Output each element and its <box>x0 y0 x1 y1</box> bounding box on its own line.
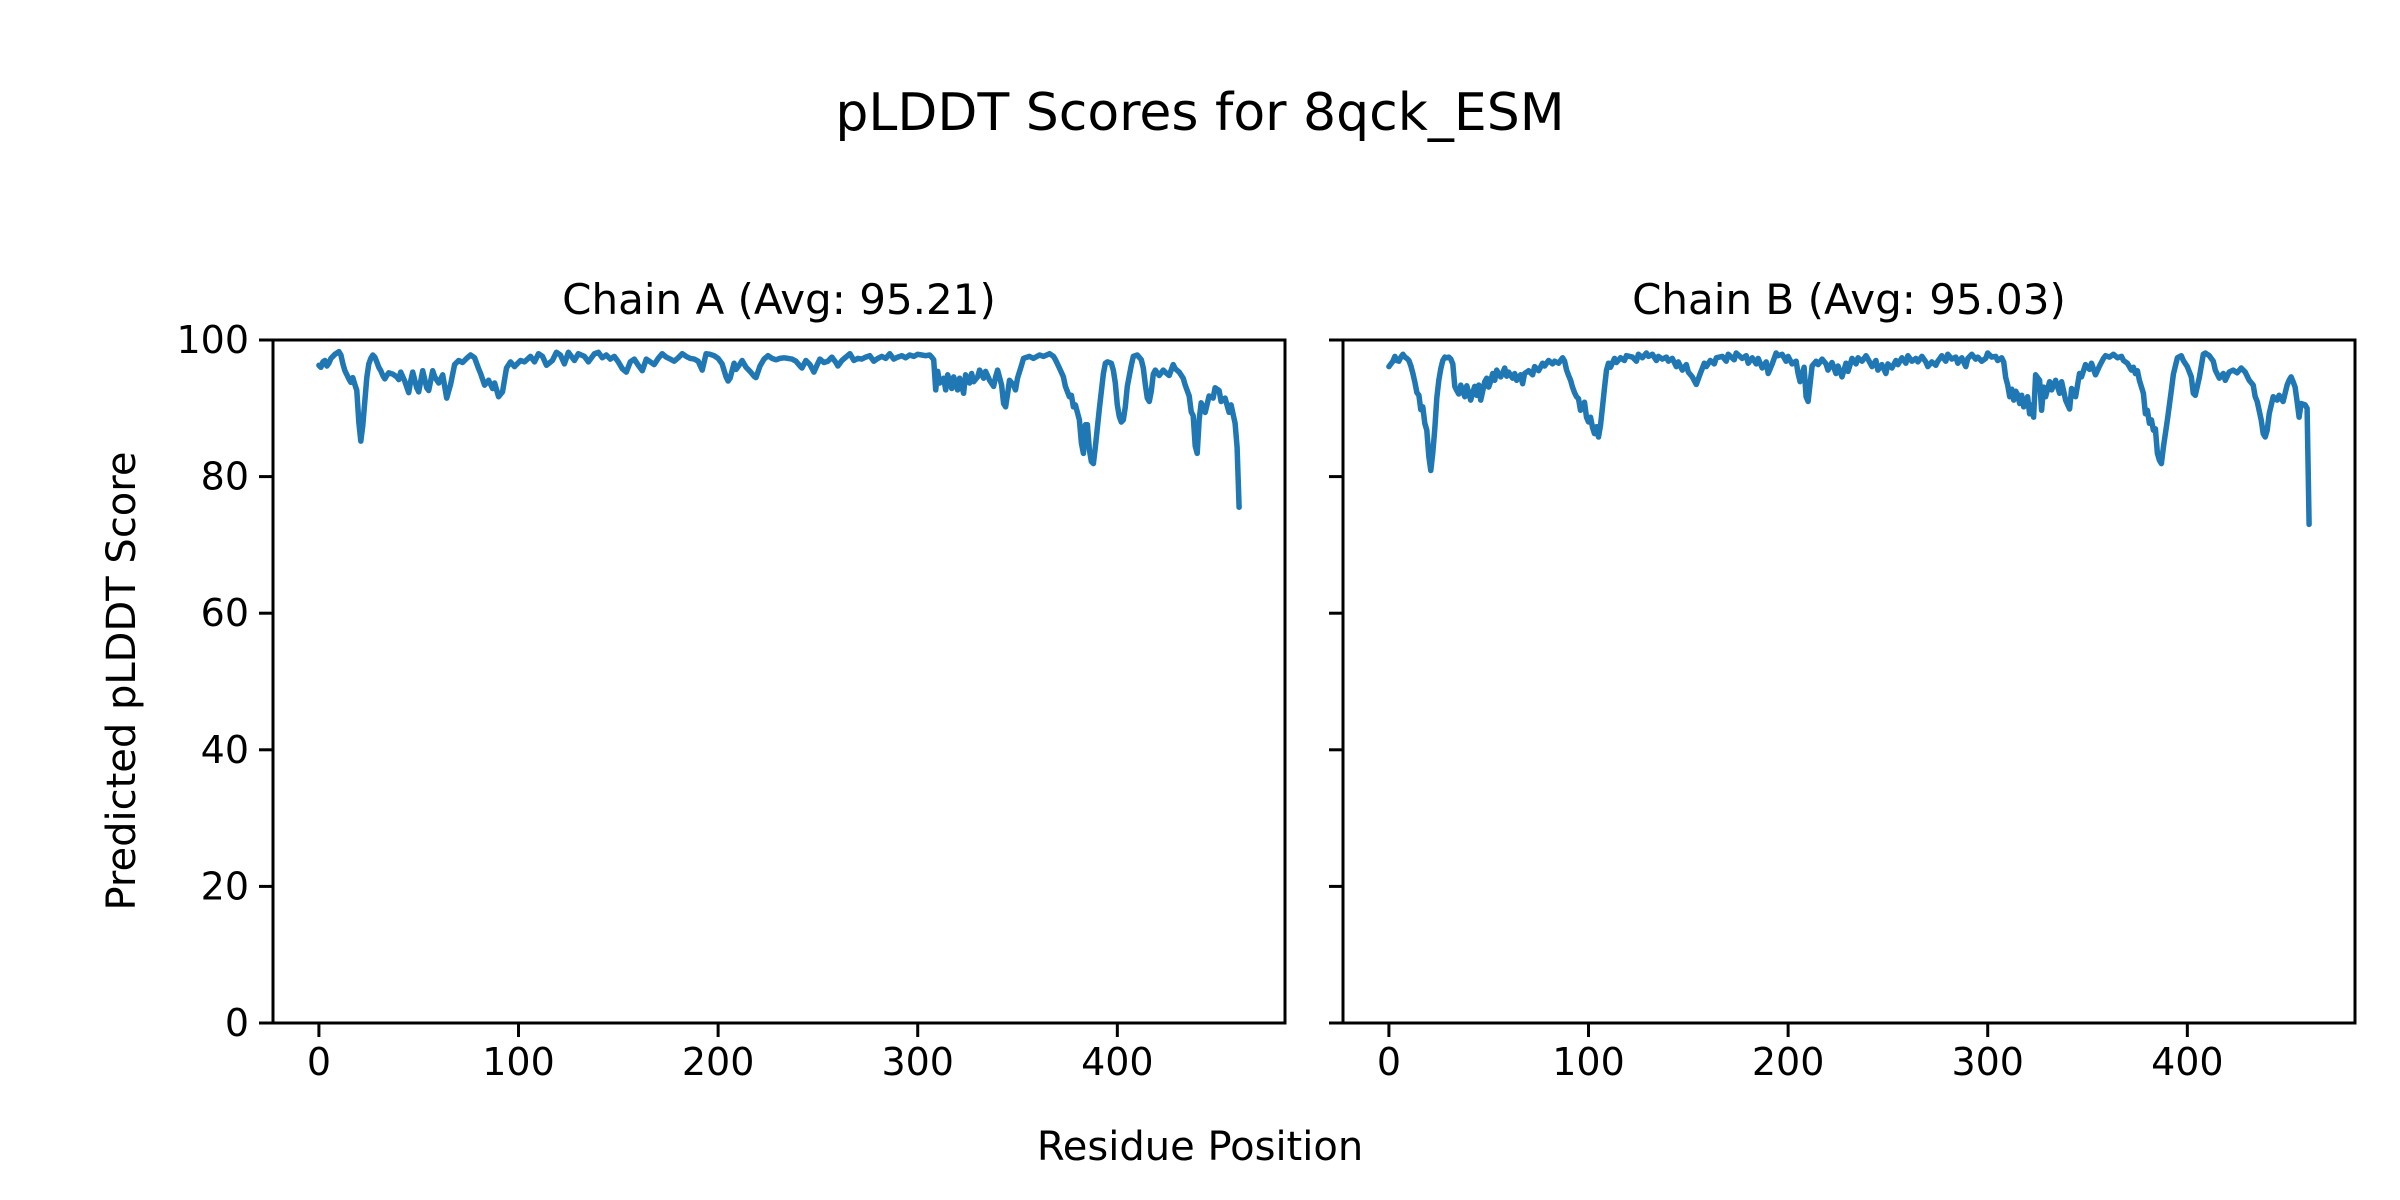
x-tick-label: 0 <box>1377 1040 1401 1084</box>
x-tick-label: 200 <box>1752 1040 1825 1084</box>
x-tick-label: 0 <box>307 1040 331 1084</box>
x-tick-label: 300 <box>881 1040 954 1084</box>
y-tick-label: 20 <box>201 864 249 908</box>
y-axis-label: Predicted pLDDT Score <box>99 451 145 911</box>
plddt-line-chain-b <box>1386 350 2312 528</box>
x-tick-label: 400 <box>1081 1040 1154 1084</box>
x-tick-label: 100 <box>482 1040 555 1084</box>
x-tick-label: 100 <box>1552 1040 1625 1084</box>
x-tick-label: 200 <box>682 1040 755 1084</box>
x-axis-label: Residue Position <box>1036 1124 1364 1170</box>
axes-chain-b: 0 100 200 300 400 <box>1329 338 2357 1084</box>
plddt-line-chain-a <box>316 348 1242 511</box>
figure-title: pLDDT Scores for 8qck_ESM <box>835 83 1565 143</box>
subplot-title-chain-a: Chain A (Avg: 95.21) <box>562 275 996 324</box>
y-tick-label: 60 <box>201 591 249 635</box>
axes-chain-a: 0 100 200 300 400 0 20 40 60 80 100 <box>176 318 1287 1084</box>
x-tick-label: 400 <box>2151 1040 2224 1084</box>
x-tick-label: 300 <box>1951 1040 2024 1084</box>
y-tick-label: 0 <box>225 1001 249 1045</box>
y-tick-label: 80 <box>201 455 249 499</box>
y-tick-label: 40 <box>201 728 249 772</box>
plot-spines <box>1341 338 2357 1025</box>
plot-spines <box>271 338 1287 1025</box>
y-tick-label: 100 <box>176 318 249 362</box>
subplot-title-chain-b: Chain B (Avg: 95.03) <box>1632 275 2066 324</box>
